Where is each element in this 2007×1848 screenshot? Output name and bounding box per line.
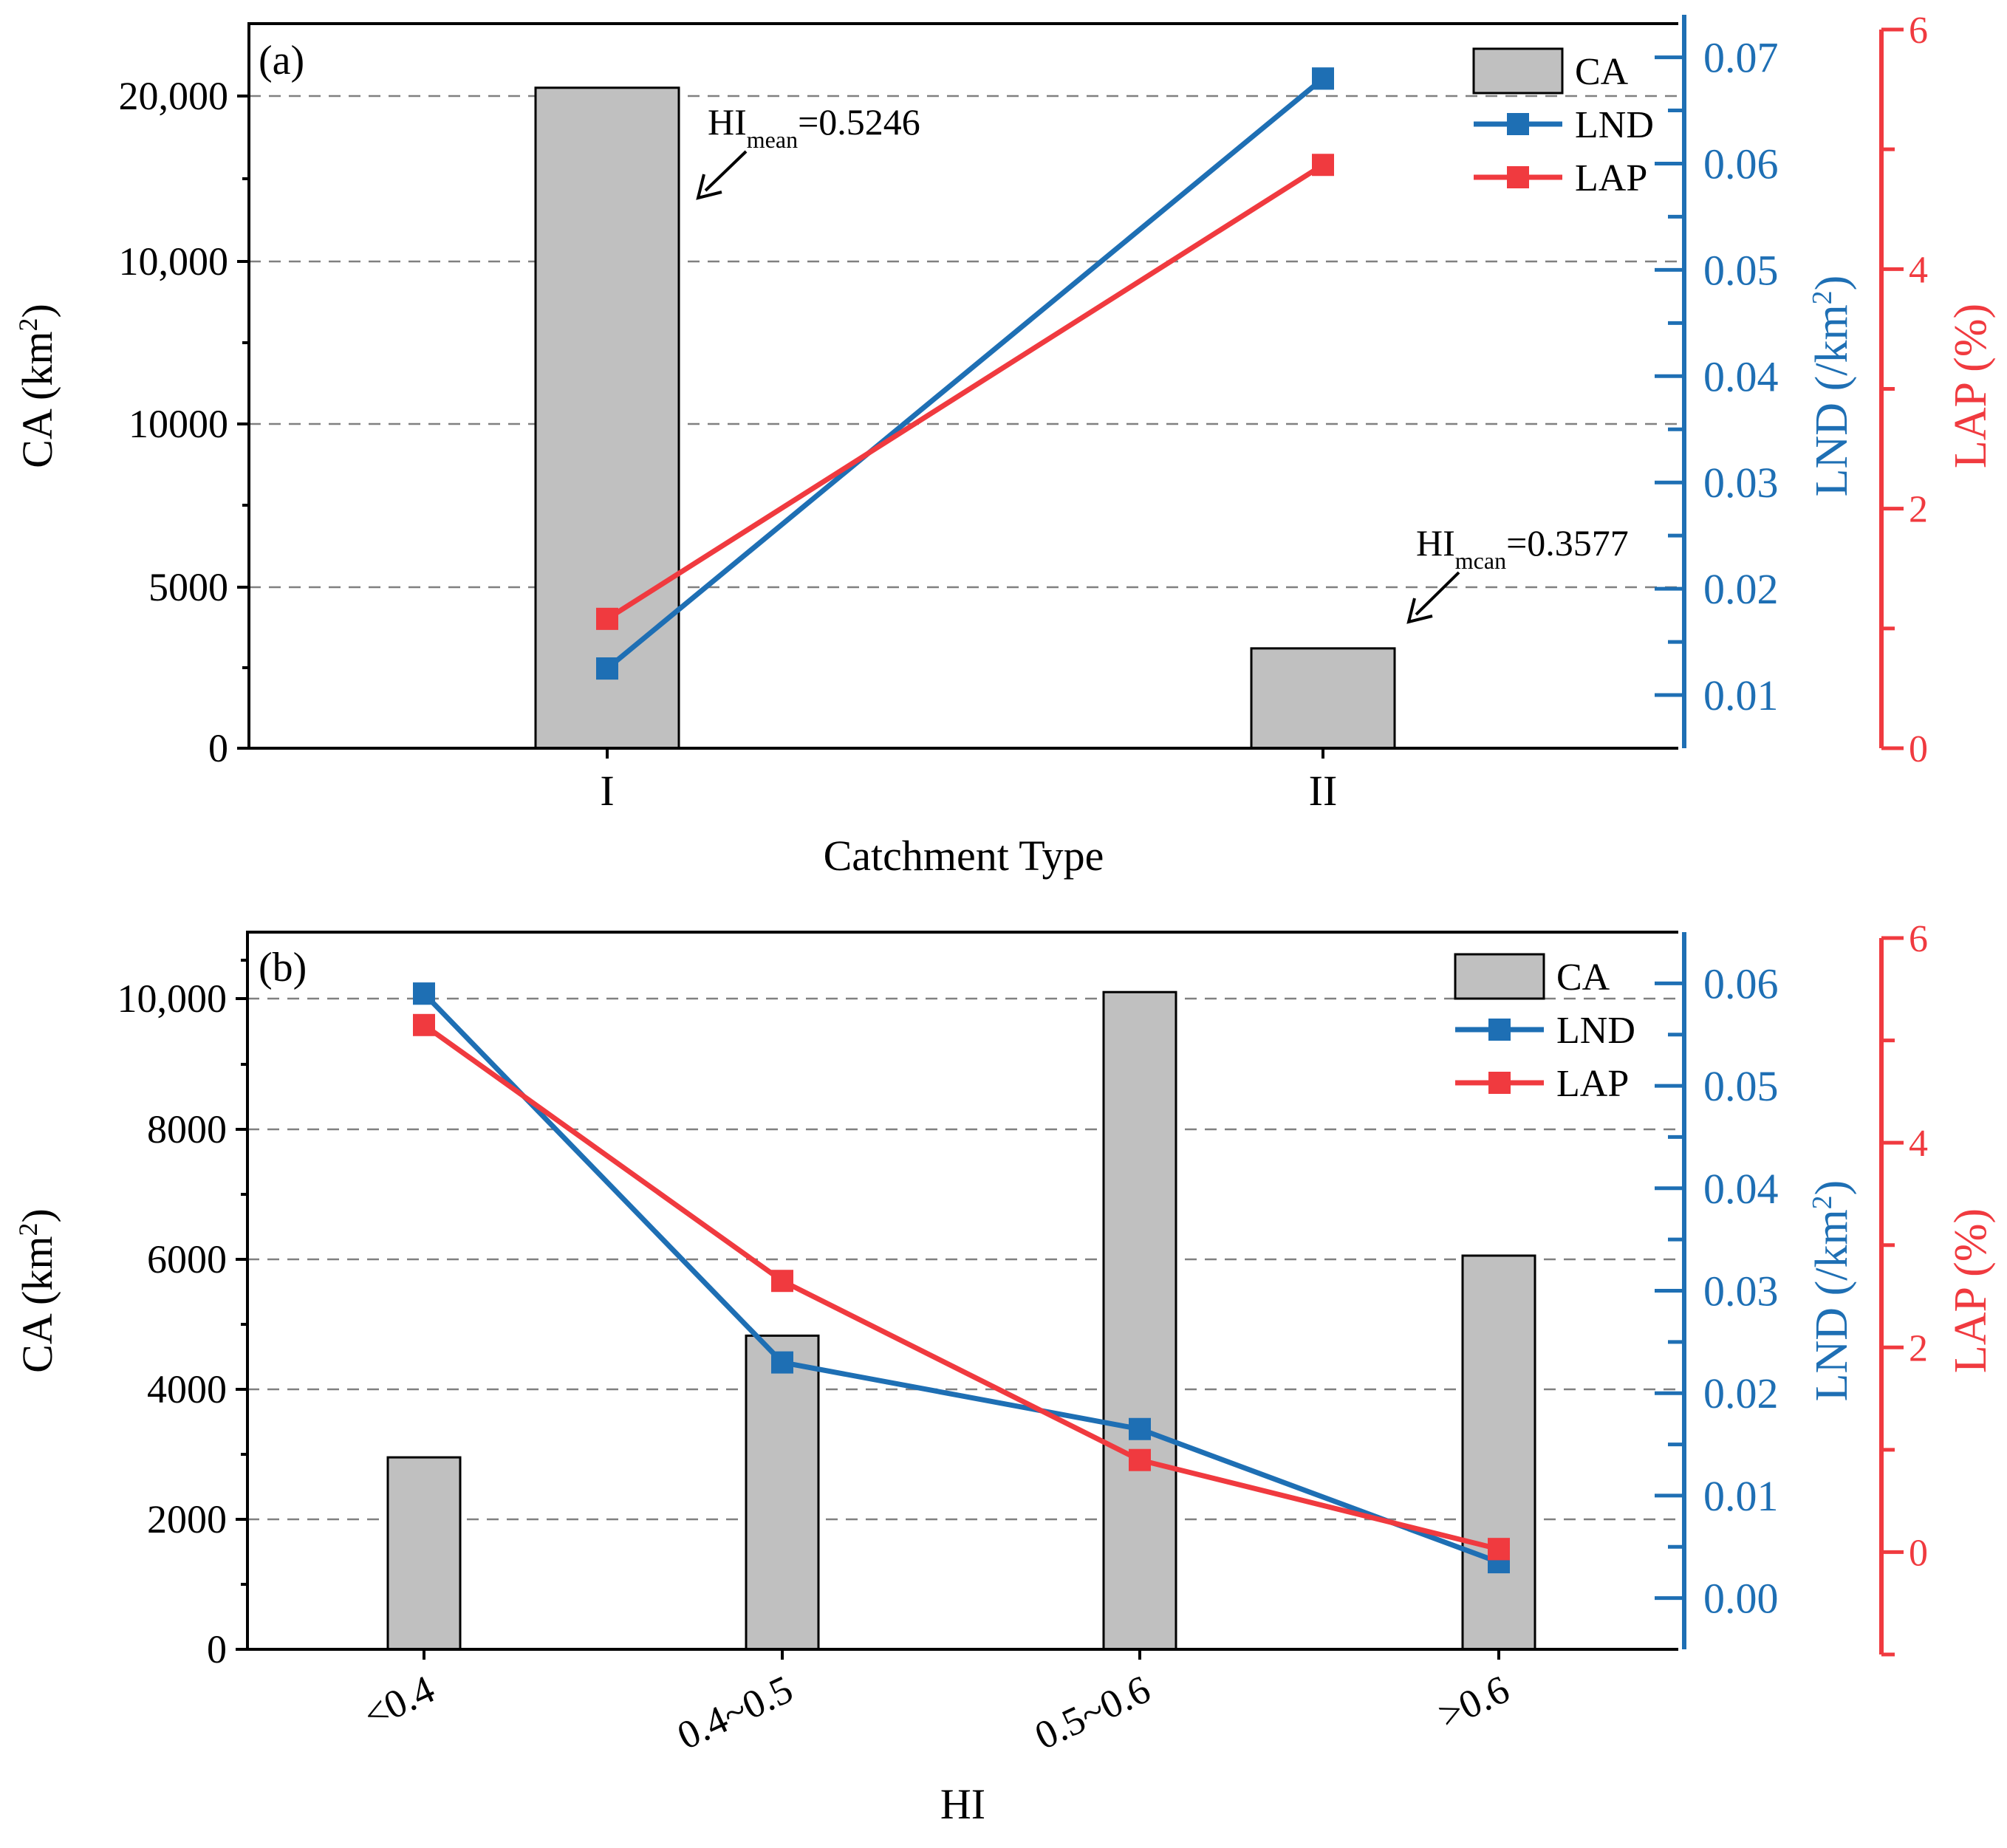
legend-ca-label: CA xyxy=(1556,956,1610,999)
ca-tick-label: 0 xyxy=(208,726,228,770)
x-tick-label: <0.4 xyxy=(357,1666,441,1737)
ca-tick-label: 6000 xyxy=(147,1237,227,1281)
ca-tick-label: 5000 xyxy=(148,565,228,609)
ca-tick-label: 10,000 xyxy=(119,239,229,284)
x-axis-title: Catchment Type xyxy=(824,832,1104,880)
lnd-tick-label: 0.01 xyxy=(1703,1472,1779,1520)
lap-tick-label: 4 xyxy=(1909,1123,1928,1165)
lap-tick-label: 2 xyxy=(1909,1327,1928,1369)
lnd-line xyxy=(605,76,1325,671)
lap-axis-title: LAP (%) xyxy=(1946,1208,1996,1373)
panel-b: 0 2000 4000 6000 8000 10,000 CA (km2) <0.4 0.4~0… xyxy=(13,918,1996,1828)
annotation-arrowhead xyxy=(696,174,722,200)
x-tick-label: II xyxy=(1309,767,1338,815)
ca-bar xyxy=(745,1334,820,1651)
lnd-marker xyxy=(596,657,618,680)
annotation-arrowhead xyxy=(1406,598,1433,624)
lnd-tick-label: 0.04 xyxy=(1703,352,1779,400)
annotation-arrow xyxy=(1415,571,1460,616)
legend-ca-swatch xyxy=(1472,47,1564,95)
ca-bar xyxy=(1250,647,1396,750)
legend-lnd-marker xyxy=(1488,1019,1511,1041)
ca-tick-label: 20,000 xyxy=(119,74,229,118)
legend-lap-label: LAP xyxy=(1556,1063,1629,1105)
lnd-tick-label: 0.03 xyxy=(1703,1267,1779,1315)
lnd-marker xyxy=(771,1351,793,1374)
lnd-tick-label: 0.00 xyxy=(1703,1575,1779,1623)
ca-axis-title: CA (km2) xyxy=(13,1208,61,1373)
lnd-axis-title: LND (/km2) xyxy=(1807,1180,1857,1402)
plot-frame xyxy=(247,22,1678,750)
lap-tick-label: 0 xyxy=(1909,1532,1928,1574)
legend-lap-marker xyxy=(1507,166,1529,188)
lap-line xyxy=(422,1022,1500,1552)
x-tick-label: I xyxy=(600,767,614,815)
lnd-tick-label: 0.06 xyxy=(1703,140,1779,188)
ca-tick-label: 10,000 xyxy=(117,976,228,1021)
x-tick-label: 0.4~0.5 xyxy=(671,1666,799,1758)
ca-tick-label: 0 xyxy=(207,1627,227,1671)
lnd-tick-label: 0.05 xyxy=(1703,1062,1779,1110)
ca-tick-label: 10000 xyxy=(129,402,228,446)
lap-marker xyxy=(1129,1448,1151,1471)
lnd-tick-label: 0.04 xyxy=(1703,1165,1779,1213)
lnd-marker xyxy=(1129,1417,1151,1440)
lap-marker xyxy=(413,1013,435,1036)
lap-tick-label: 6 xyxy=(1909,10,1928,52)
ca-bar xyxy=(534,86,680,750)
legend-lnd-marker xyxy=(1507,113,1529,135)
lap-marker xyxy=(1312,154,1334,177)
lnd-tick-label: 0.07 xyxy=(1703,34,1779,82)
ca-tick-label: 4000 xyxy=(147,1367,227,1411)
lnd-line xyxy=(422,991,1500,1565)
hi-annotation: HImean=0.5246 xyxy=(708,101,920,153)
lnd-tick-label: 0.06 xyxy=(1703,959,1779,1007)
lnd-tick-label: 0.03 xyxy=(1703,459,1779,507)
lnd-marker xyxy=(413,982,435,1005)
lap-tick-label: 2 xyxy=(1909,489,1928,531)
ca-tick-label: 2000 xyxy=(147,1497,227,1541)
lnd-tick-label: 0.02 xyxy=(1703,565,1779,613)
ca-bar xyxy=(1461,1254,1536,1651)
lnd-tick-label: 0.05 xyxy=(1703,246,1779,294)
lap-marker xyxy=(1488,1538,1510,1561)
ca-axis-title: CA (km2) xyxy=(13,304,61,468)
ca-bar xyxy=(386,1456,462,1651)
lnd-tick-label: 0.01 xyxy=(1703,671,1779,719)
lap-marker xyxy=(596,607,618,630)
legend-lnd-label: LND xyxy=(1556,1010,1635,1052)
lnd-axis-title: LND (/km2) xyxy=(1807,276,1857,497)
lap-line xyxy=(606,162,1324,621)
panel-label: (b) xyxy=(259,945,307,990)
legend-lap-marker xyxy=(1488,1072,1511,1094)
x-axis-title: HI xyxy=(940,1780,985,1828)
lap-axis-title: LAP (%) xyxy=(1946,304,1996,468)
lap-marker xyxy=(771,1270,793,1293)
lnd-tick-label: 0.02 xyxy=(1703,1369,1779,1417)
annotation-arrow xyxy=(704,150,748,192)
lap-tick-label: 6 xyxy=(1909,918,1928,960)
x-tick-label: >0.6 xyxy=(1432,1666,1516,1737)
lap-tick-label: 0 xyxy=(1909,728,1928,770)
legend-ca-label: CA xyxy=(1575,51,1629,93)
panel-label: (a) xyxy=(259,38,304,83)
legend-lnd-label: LND xyxy=(1575,104,1654,146)
x-tick-label: 0.5~0.6 xyxy=(1028,1666,1157,1758)
ca-bar xyxy=(1102,990,1177,1651)
legend-lap-label: LAP xyxy=(1575,157,1647,199)
hi-annotation: HImcan=0.3577 xyxy=(1416,522,1629,574)
plot-frame xyxy=(246,931,1678,1651)
lap-tick-label: 4 xyxy=(1909,249,1928,291)
lnd-marker xyxy=(1312,67,1334,90)
ca-tick-label: 8000 xyxy=(147,1107,227,1151)
legend-ca-swatch xyxy=(1454,953,1545,1000)
